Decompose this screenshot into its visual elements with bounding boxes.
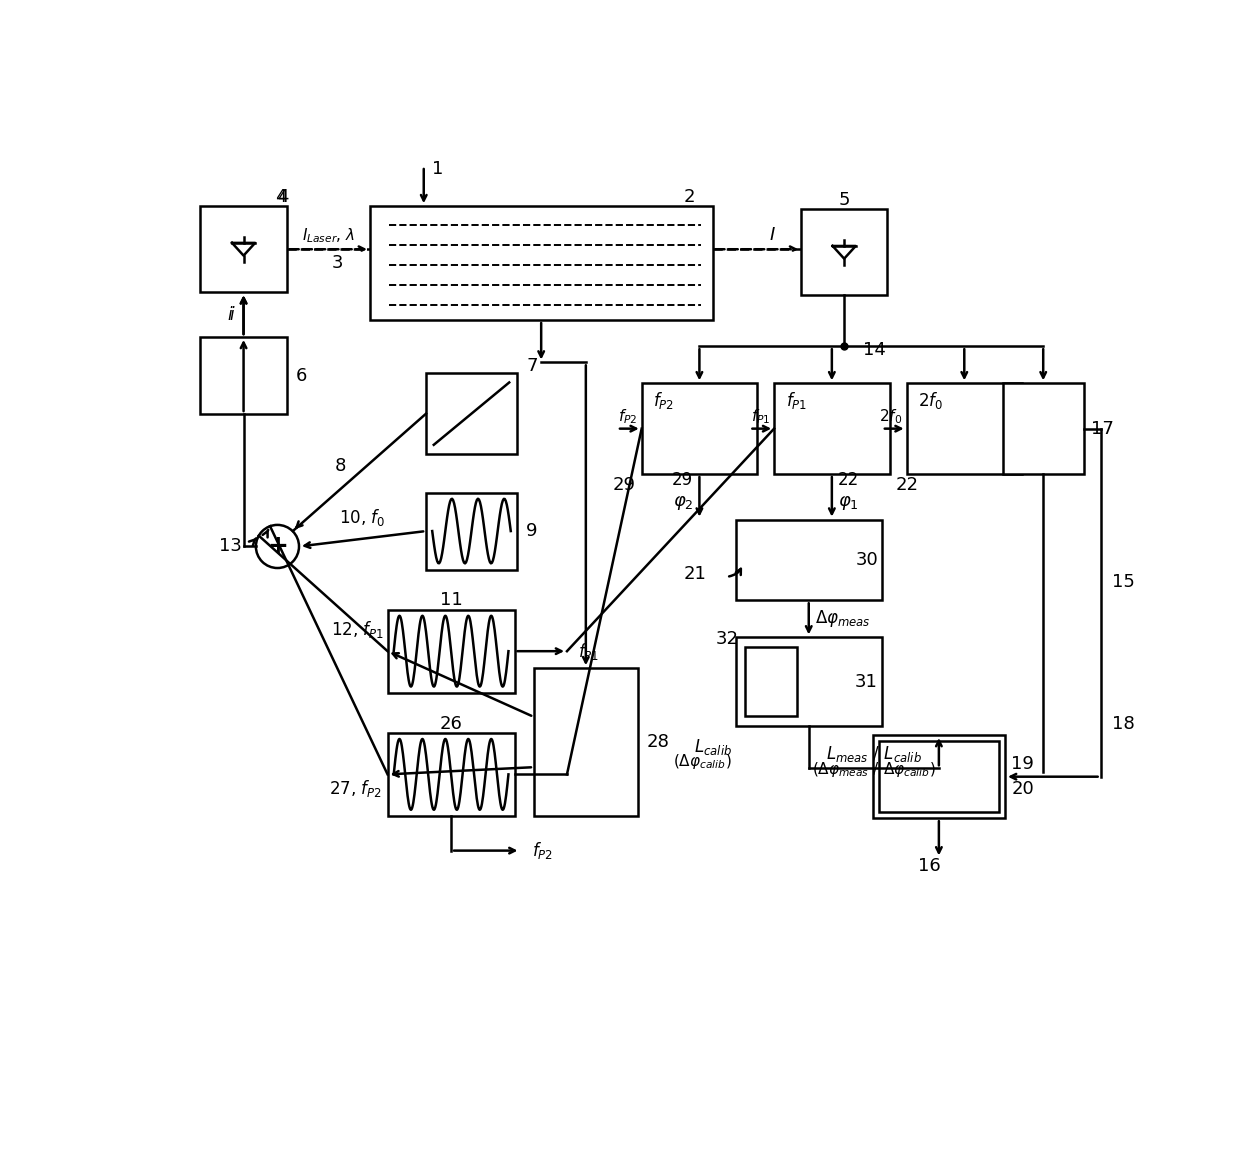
Text: $f_{P2}$: $f_{P2}$ — [653, 390, 675, 410]
Text: 14: 14 — [863, 341, 887, 359]
Text: $\varphi_1$: $\varphi_1$ — [838, 493, 859, 512]
Text: 30: 30 — [856, 551, 878, 568]
Text: 6: 6 — [296, 367, 308, 384]
Text: 22: 22 — [895, 476, 919, 493]
Text: i: i — [229, 306, 233, 324]
Text: 5: 5 — [838, 191, 849, 209]
Text: $f_{P1}$: $f_{P1}$ — [750, 407, 770, 425]
Text: $f_{P1}$: $f_{P1}$ — [578, 641, 599, 662]
Bar — [534, 668, 637, 816]
Text: I: I — [770, 226, 775, 244]
Bar — [735, 520, 882, 601]
Text: 4: 4 — [277, 188, 289, 206]
Text: 21: 21 — [683, 565, 707, 582]
Text: 4: 4 — [275, 188, 286, 206]
Bar — [388, 733, 515, 816]
Text: 18: 18 — [1112, 715, 1135, 732]
Text: 31: 31 — [856, 672, 878, 691]
Text: $f_{P2}$: $f_{P2}$ — [532, 841, 553, 861]
Text: 22: 22 — [838, 472, 859, 489]
Text: 17: 17 — [1091, 420, 1115, 438]
Text: 15: 15 — [1112, 573, 1135, 590]
Text: +: + — [267, 535, 288, 558]
Text: $2f_0$: $2f_0$ — [918, 390, 944, 410]
Text: 27, $f_{P2}$: 27, $f_{P2}$ — [329, 778, 382, 799]
Bar — [201, 337, 286, 414]
Text: 7: 7 — [526, 356, 538, 375]
Bar — [1003, 383, 1084, 474]
Text: 12, $f_{P1}$: 12, $f_{P1}$ — [331, 619, 383, 640]
Text: $(\Delta\varphi_{calib})$: $(\Delta\varphi_{calib})$ — [673, 752, 732, 771]
Text: $\varphi_2$: $\varphi_2$ — [672, 493, 693, 512]
Text: 26: 26 — [440, 715, 463, 732]
Text: $L_{calib}$: $L_{calib}$ — [693, 738, 732, 758]
Text: $2f_0$: $2f_0$ — [879, 407, 903, 425]
Bar — [735, 638, 882, 726]
Bar — [774, 383, 889, 474]
Text: 13: 13 — [219, 537, 242, 556]
Text: 19: 19 — [1012, 755, 1034, 774]
Bar — [641, 383, 758, 474]
Text: 10, $f_0$: 10, $f_0$ — [340, 506, 386, 528]
Text: 11: 11 — [440, 591, 463, 609]
Text: $I_{Laser}$, $\lambda$: $I_{Laser}$, $\lambda$ — [301, 226, 355, 244]
Bar — [906, 383, 1022, 474]
Text: 28: 28 — [647, 733, 670, 751]
Text: 8: 8 — [335, 458, 346, 475]
Bar — [801, 209, 888, 295]
Text: 1: 1 — [432, 160, 443, 179]
Text: i: i — [227, 306, 232, 324]
Text: 3: 3 — [332, 254, 343, 272]
Text: $f_{P2}$: $f_{P2}$ — [619, 407, 637, 425]
Text: 20: 20 — [1012, 781, 1034, 798]
Text: 32: 32 — [715, 630, 739, 648]
Text: $L_{meas}\ /\ L_{calib}$: $L_{meas}\ /\ L_{calib}$ — [826, 745, 921, 764]
Bar — [370, 206, 713, 321]
Text: $f_{P1}$: $f_{P1}$ — [786, 390, 807, 410]
Text: 9: 9 — [526, 522, 538, 540]
Text: 29: 29 — [613, 476, 635, 493]
Text: 2: 2 — [683, 188, 696, 206]
Bar — [201, 206, 286, 293]
Bar — [879, 741, 999, 812]
Text: $(\Delta\varphi_{meas}\ /\ \Delta\varphi_{calib})$: $(\Delta\varphi_{meas}\ /\ \Delta\varphi… — [812, 760, 936, 779]
Bar — [427, 492, 517, 570]
Text: 29: 29 — [672, 472, 693, 489]
Bar — [427, 374, 517, 454]
Text: 16: 16 — [919, 857, 941, 875]
Bar — [745, 647, 797, 716]
Text: $\Delta\varphi_{meas}$: $\Delta\varphi_{meas}$ — [815, 609, 870, 630]
Bar — [388, 610, 515, 693]
Bar — [873, 736, 1006, 819]
